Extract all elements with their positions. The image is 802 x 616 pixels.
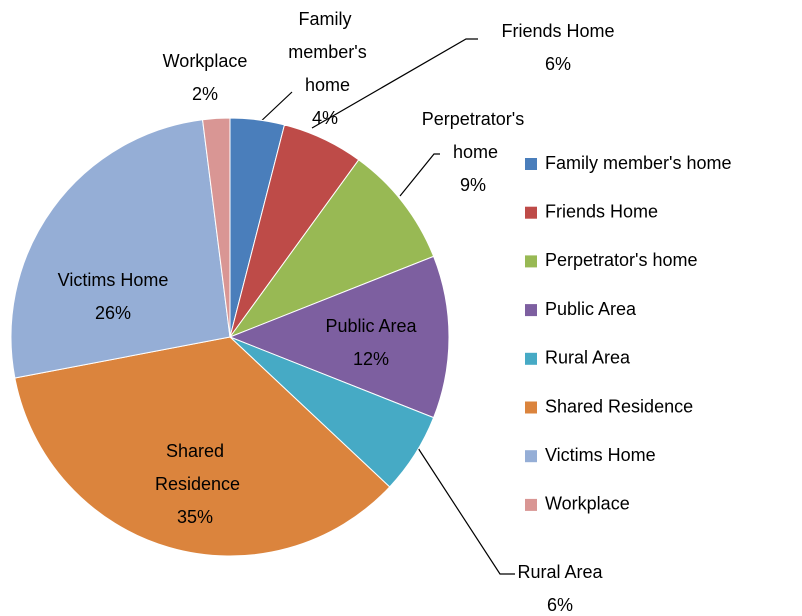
- pie-slice: [14, 336, 391, 557]
- leader-line: [417, 447, 515, 575]
- data-label-name: Victims Home: [58, 270, 169, 290]
- legend-label: Perpetrator's home: [545, 250, 698, 270]
- data-label-name: Perpetrator's home: [422, 109, 524, 162]
- legend-label: Shared Residence: [545, 396, 693, 416]
- pie-slice: [228, 159, 435, 339]
- legend-swatch: [525, 304, 537, 317]
- legend-label: Family member's home: [545, 153, 731, 173]
- pie-slice: [201, 117, 231, 338]
- legend-swatch: [525, 255, 537, 268]
- data-label-value: 6%: [547, 595, 573, 615]
- data-label-name: Family member's home: [283, 9, 366, 95]
- data-label-name: Public Area: [325, 316, 417, 336]
- legend-swatch: [525, 352, 537, 365]
- legend-swatch: [525, 401, 537, 414]
- leader-line: [311, 38, 478, 129]
- data-label-value: 6%: [545, 54, 571, 74]
- data-label-name: Workplace: [163, 51, 248, 71]
- data-label-value: 9%: [460, 175, 486, 195]
- legend-label: Rural Area: [545, 348, 631, 368]
- pie-slice: [10, 119, 231, 379]
- leader-line: [399, 153, 440, 197]
- data-label-value: 12%: [353, 349, 389, 369]
- data-label-name: Rural Area: [517, 562, 603, 582]
- data-label-name: Friends Home: [501, 21, 614, 41]
- data-label-name: Shared Residence: [150, 441, 240, 494]
- data-label-value: 4%: [312, 108, 338, 128]
- legend-label: Friends Home: [545, 201, 658, 221]
- legend-label: Victims Home: [545, 445, 656, 465]
- pie-slice: [228, 255, 450, 419]
- data-label-value: 26%: [95, 303, 131, 323]
- legend-swatch: [525, 450, 537, 463]
- legend-swatch: [525, 158, 537, 170]
- legend-label: Public Area: [545, 299, 637, 319]
- leader-line: [257, 91, 293, 125]
- legend-swatch: [525, 498, 537, 511]
- legend-label: Workplace: [545, 494, 630, 514]
- data-label-value: 2%: [192, 84, 218, 104]
- legend-swatch: [525, 206, 537, 219]
- data-label-value: 35%: [177, 507, 213, 527]
